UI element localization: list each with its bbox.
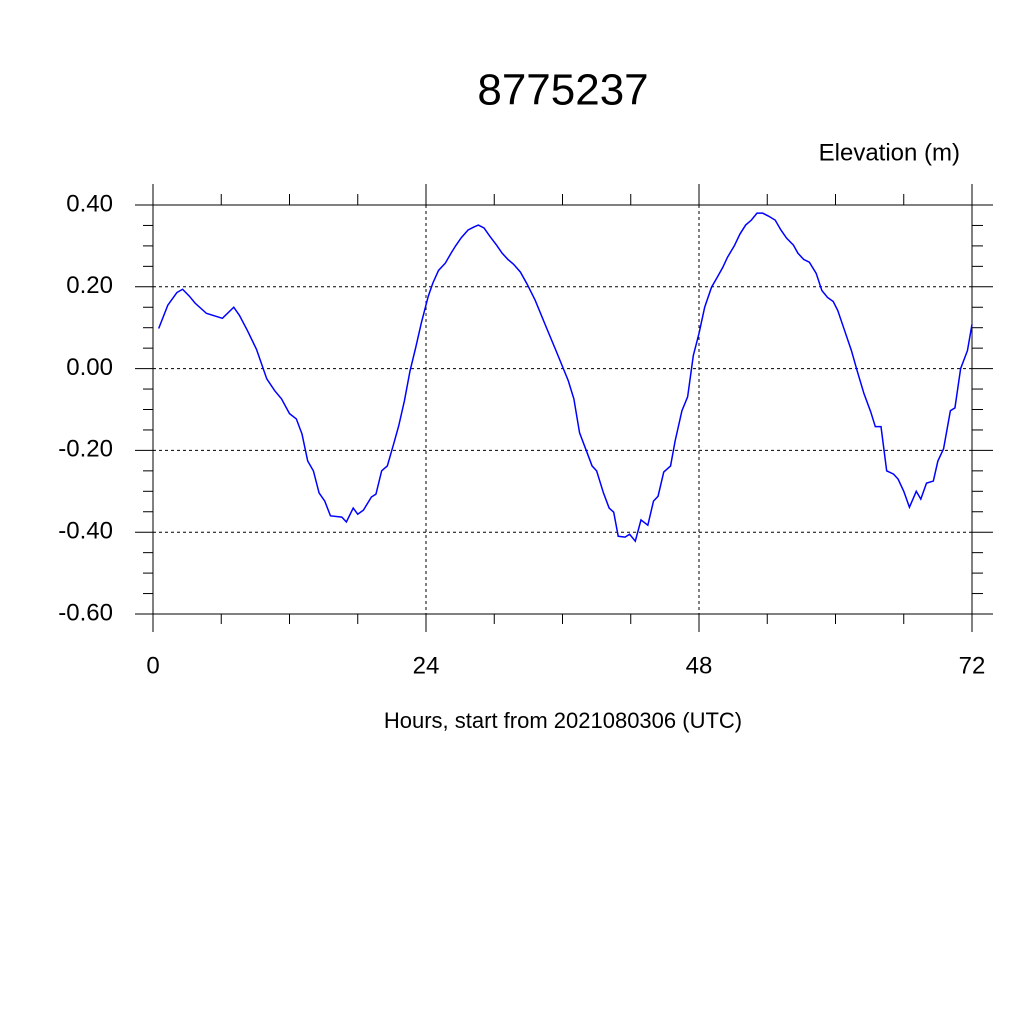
x-axis-label: Hours, start from 2021080306 (UTC) [384,708,742,733]
chart-title: 8775237 [477,66,648,115]
y-tick-label: 0.20 [66,272,113,299]
y-tick-label: -0.20 [58,436,113,463]
y-tick-label: 0.40 [66,190,113,217]
y-tick-label: -0.40 [58,518,113,545]
x-tick-label: 24 [413,652,440,679]
x-tick-label: 0 [146,652,159,679]
y-tick-label: 0.00 [66,354,113,381]
y-axis-label: Elevation (m) [819,139,960,166]
plot-frame [152,204,973,615]
y-tick-label: -0.60 [58,599,113,626]
x-tick-label: 48 [686,652,713,679]
x-tick-label: 72 [959,652,986,679]
data-line [157,212,973,543]
